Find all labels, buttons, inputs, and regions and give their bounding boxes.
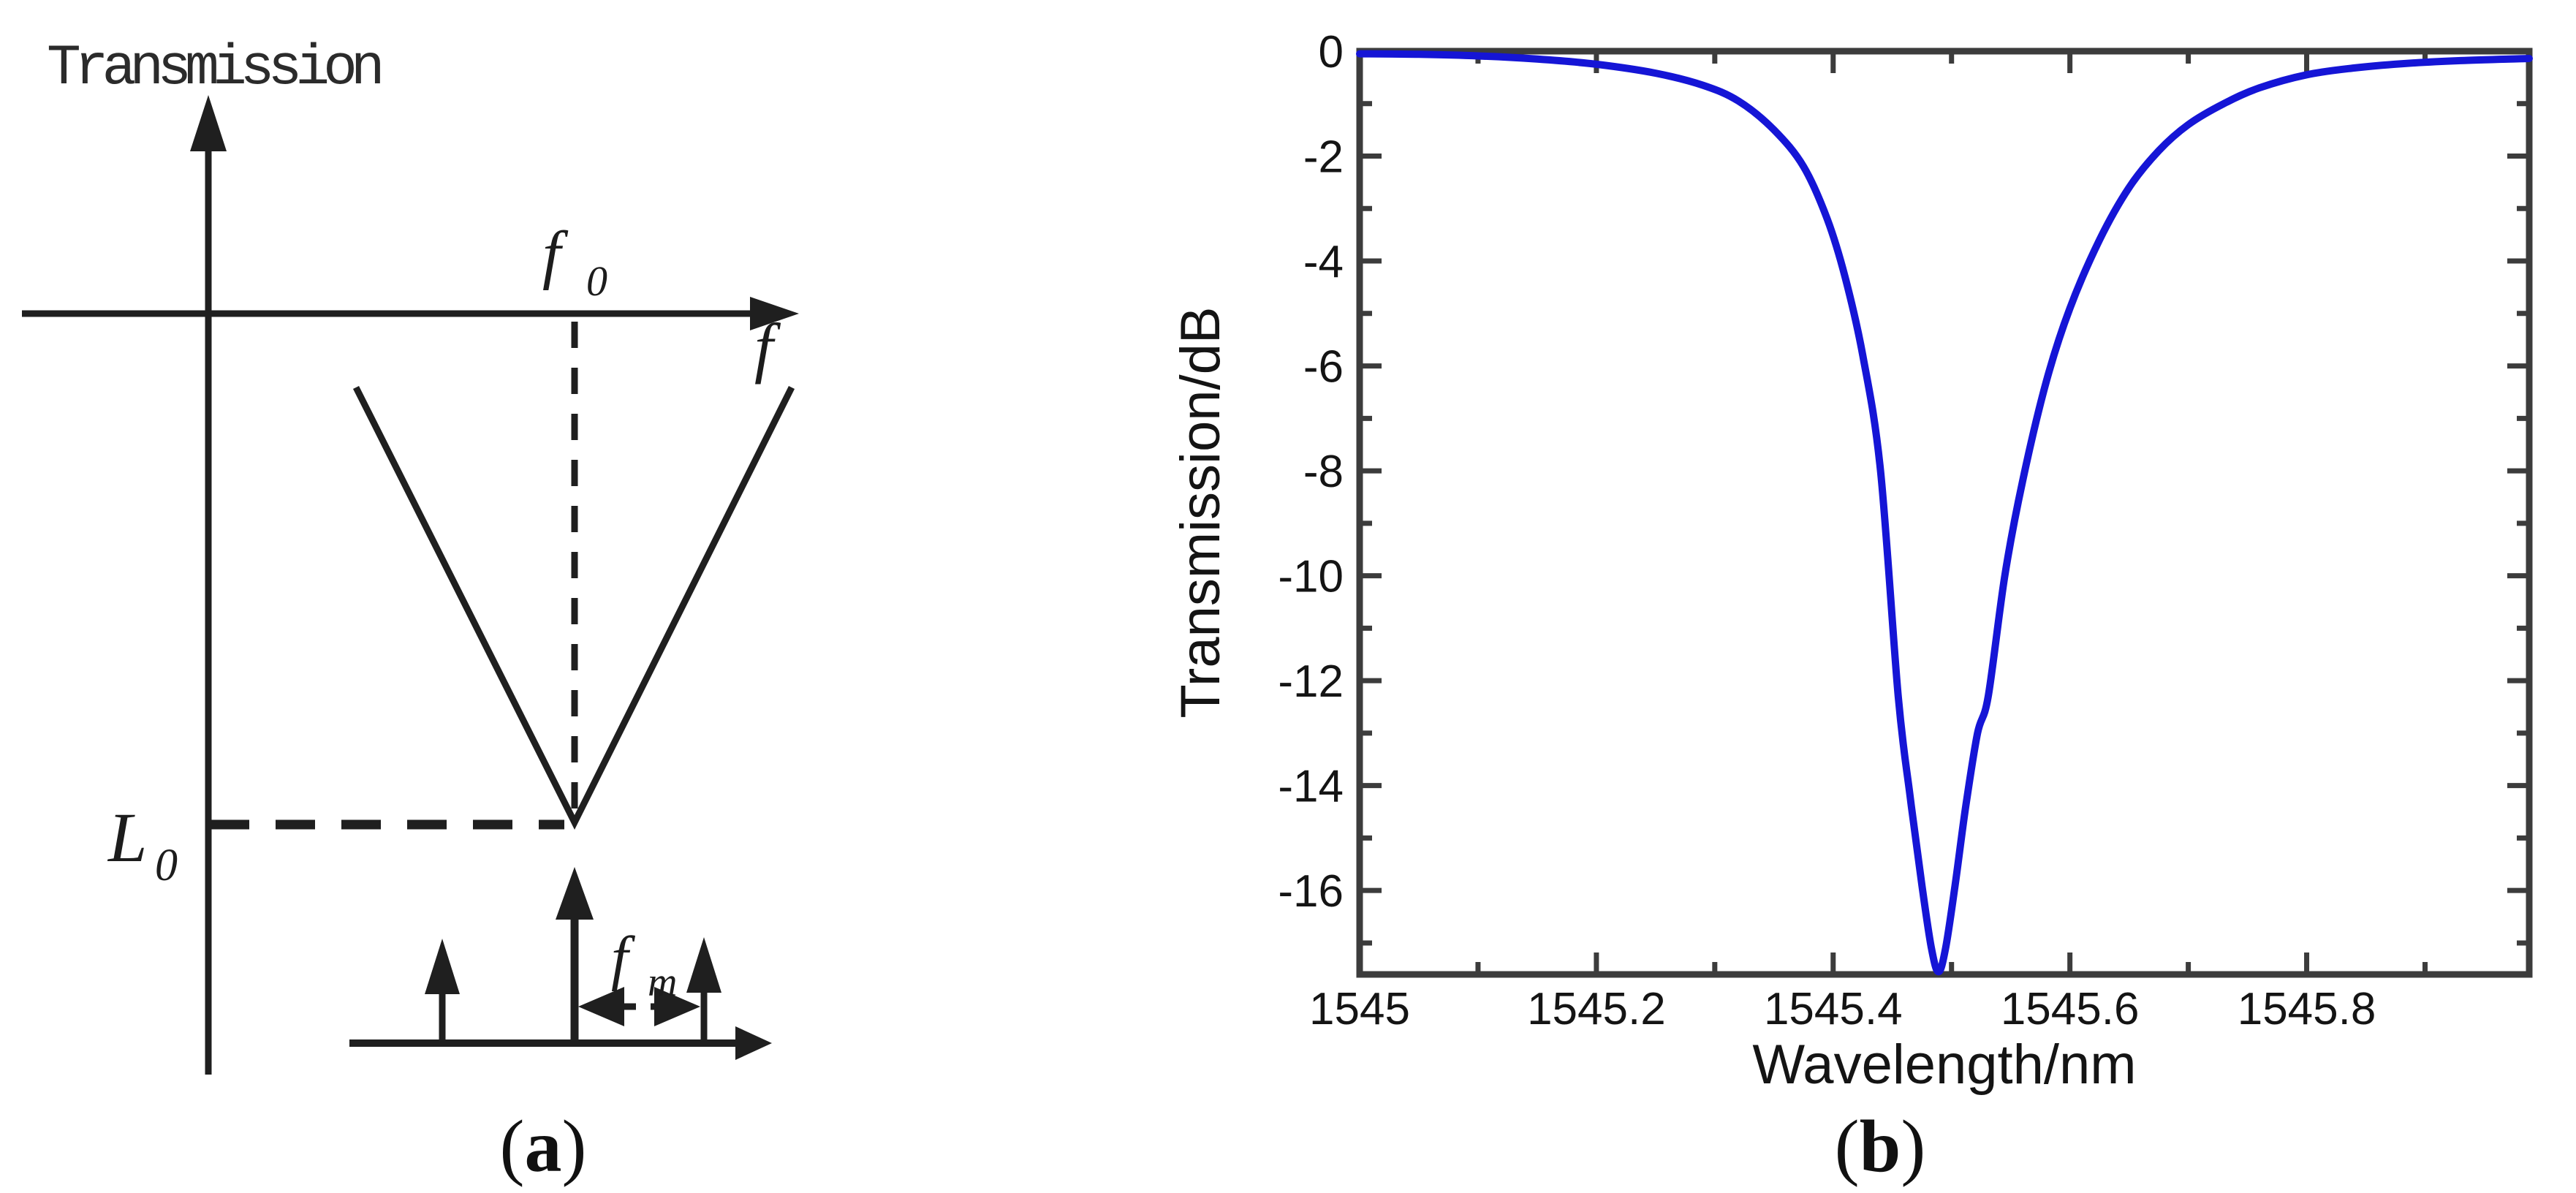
panel-b-y-axis-label: Transmission/dB: [1170, 306, 1232, 718]
double-headed-dashed-arrow-icon: [578, 987, 700, 1026]
carrier-arrow: [556, 867, 594, 1043]
plot-box: [1356, 48, 2533, 978]
x-tick-label: 1545.2: [1527, 984, 1666, 1034]
panel-a-x-axis-label: f: [754, 310, 781, 385]
y-tick-label: -10: [1278, 552, 1344, 602]
sideband-arrow-right: [686, 937, 721, 1043]
resonance-frequency-label: f 0: [542, 219, 607, 305]
y-tick-label: -12: [1278, 656, 1344, 707]
right-arrow-icon: [735, 1026, 772, 1060]
v-shaped-response-curve: [352, 385, 795, 830]
x-tick-label: 1545.6: [2001, 984, 2140, 1034]
x-tick-label: 1545.8: [2238, 984, 2376, 1034]
up-arrow-icon: [425, 939, 460, 994]
y-tick-label: 0: [1319, 27, 1344, 77]
x-tick-label: 1545: [1309, 984, 1410, 1034]
y-tick-label: -4: [1303, 237, 1344, 287]
up-arrow-icon: [190, 95, 227, 151]
panel-b-caption: (b): [1835, 1105, 1926, 1188]
up-arrow-icon: [686, 937, 721, 993]
panel-b-x-axis-label: Wavelength/nm: [1752, 1034, 2136, 1096]
x-tick-label: 1545.4: [1764, 984, 1903, 1034]
right-arrow-icon: [750, 297, 799, 330]
y-tick-label: -8: [1303, 447, 1344, 497]
panel-a-caption: (a): [500, 1105, 587, 1188]
up-arrow-icon: [556, 867, 594, 920]
transmission-curve: [1356, 50, 2533, 976]
minimum-loss-label: L 0: [107, 798, 178, 890]
y-tick-label: -2: [1303, 132, 1344, 183]
y-tick-label: -16: [1278, 866, 1344, 917]
left-arrow-icon: [578, 987, 624, 1026]
sideband-arrow-left: [425, 939, 460, 1043]
panel-a-y-axis-label: Transmission: [47, 37, 380, 101]
panel-b-spectrum-plot: 1545 1545.2 1545.4 1545.6 1545.8 0 -2 -4 -6 -8 -10…: [1278, 27, 2533, 1034]
y-tick-label: -6: [1303, 342, 1344, 393]
panel-a-diagram: Transmission f f 0 L 0: [22, 37, 799, 1188]
right-arrow-icon: [654, 987, 700, 1026]
y-tick-label: -14: [1278, 762, 1344, 812]
